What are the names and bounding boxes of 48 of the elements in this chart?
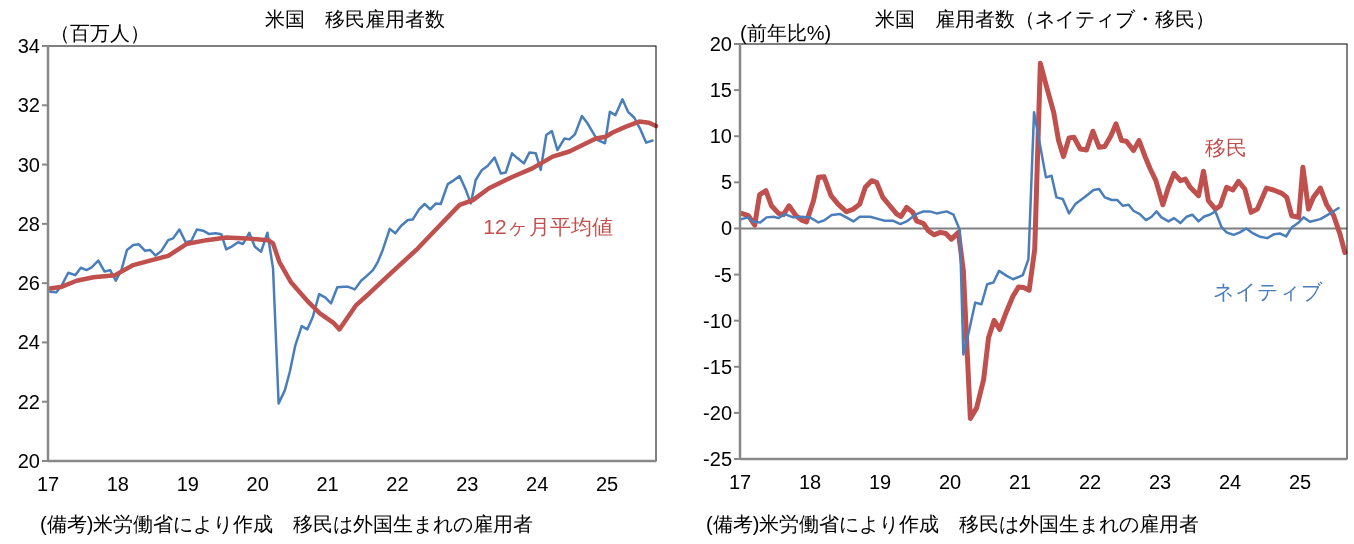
chart-title: 米国 移民雇用者数 [265,8,445,30]
y-tick-label: 22 [17,390,40,413]
x-tick-label: 18 [106,473,130,495]
x-tick-label: 24 [526,473,549,495]
x-tick-label: 23 [456,473,479,495]
y-tick-label: 0 [720,217,732,240]
line-series [740,110,1340,356]
y-tick-label: -5 [714,263,732,286]
y-tick-label: -15 [703,355,732,378]
text: (備考)米労働省により作成 移民は外国生まれの雇用者 [40,513,534,535]
x-tick-label: 18 [798,471,822,493]
y-tick-label: 15 [709,79,732,102]
x-tick-label: 22 [1078,471,1102,493]
x-tick-label: 19 [868,471,892,493]
y-tick-label: -25 [703,448,732,470]
x-tick-label: 24 [1218,471,1242,493]
y-axis-title: (前年比%) [740,22,832,44]
y-tick-label: 28 [17,212,40,235]
x-tick-label: 17 [728,471,752,493]
x-tick-label: 17 [36,473,60,495]
y-tick-label: 24 [17,331,40,354]
y-tick-label: 32 [17,94,40,117]
y-tick-label: 34 [17,35,40,57]
x-tick-label: 25 [1288,471,1312,493]
x-tick-label: 21 [1008,471,1032,493]
line-series [48,98,654,405]
y-tick-label: 20 [709,33,732,55]
y-tick-label: -20 [703,401,732,424]
series-label: 12ヶ月平均値 [483,215,613,238]
text: (備考)米労働省により作成 移民は外国生まれの雇用者 [706,513,1200,535]
x-tick-label: 19 [176,473,199,495]
y-tick-label: 30 [17,153,40,176]
x-tick-label: 22 [386,473,409,495]
y-tick-label: -10 [703,309,732,332]
x-tick-label: 20 [938,471,962,493]
line-series [47,119,659,332]
text: ネイティブ [1213,280,1323,303]
y-axis-title: （百万人） [50,22,150,44]
y-tick-label: 26 [17,272,40,295]
x-tick-label: 21 [316,473,339,495]
y-tick-label: 10 [709,125,732,148]
y-tick-label: 5 [720,171,732,194]
x-tick-label: 25 [595,473,619,495]
y-tick-label: 20 [17,450,40,472]
series-label: 移民 [1205,136,1247,159]
x-tick-label: 20 [246,473,269,495]
chart-title: 米国 雇用者数（ネイティブ・移民） [875,8,1215,30]
x-tick-label: 23 [1148,471,1172,493]
